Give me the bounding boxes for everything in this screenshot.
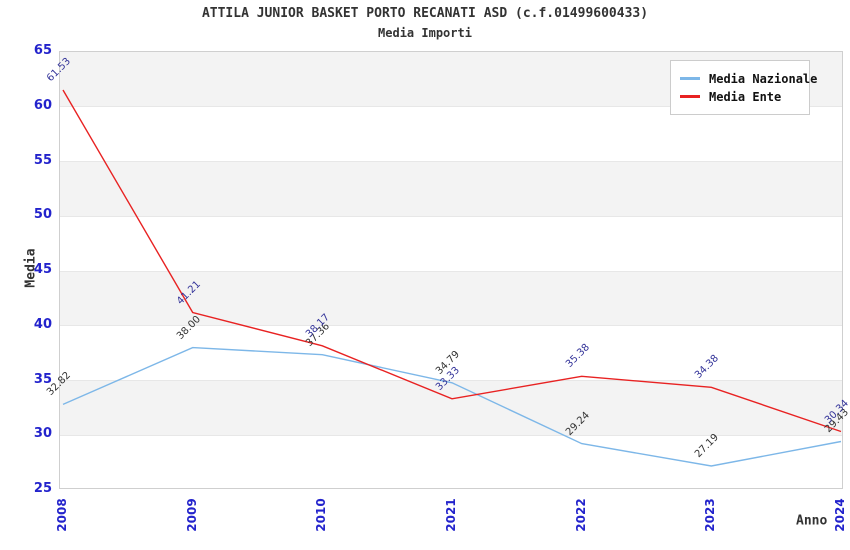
x-tick-label: 2008 <box>55 498 69 532</box>
x-tick-label: 2024 <box>833 498 847 532</box>
y-tick-label: 30 <box>33 426 52 442</box>
chart-subtitle: Media Importi <box>378 26 472 40</box>
media-nazionale-line <box>62 346 842 467</box>
media-ente-line <box>62 89 842 433</box>
x-axis-title: Anno <box>796 513 828 529</box>
y-tick-label: 45 <box>33 262 52 277</box>
nazionale-line-swatch-icon <box>680 77 700 80</box>
ente-line-swatch-icon <box>680 95 700 98</box>
gridline <box>60 380 842 381</box>
gridline <box>60 106 842 107</box>
legend-label: Media Ente <box>709 89 782 104</box>
y-tick-label: 35 <box>33 371 52 387</box>
y-tick-label: 40 <box>33 316 52 332</box>
plot-area: 32.82 38.00 37.36 34.79 29.24 27.19 29.43 61.53… <box>45 51 850 489</box>
gridline <box>60 435 842 436</box>
x-tick-label: 2022 <box>573 498 588 532</box>
y-tick-label: 60 <box>33 97 52 113</box>
x-tick-label: 2010 <box>314 498 329 532</box>
x-tick-label: 2009 <box>184 498 199 532</box>
legend-label: Media Nazionale <box>709 71 818 86</box>
legend-item-media-ente: Media Ente <box>680 89 800 104</box>
y-tick-label: 65 <box>33 43 52 58</box>
gridline <box>60 325 842 326</box>
legend: Media Nazionale Media Ente <box>670 60 817 115</box>
y-tick-label: 25 <box>33 481 52 496</box>
y-tick-label: 50 <box>33 207 52 223</box>
gridline <box>60 271 842 272</box>
legend-item-media-nazionale: Media Nazionale <box>680 71 817 86</box>
x-tick-label: 2021 <box>444 498 458 532</box>
x-tick-label: 2023 <box>703 498 718 532</box>
chart-title: ATTILA JUNIOR BASKET PORTO RECANATI ASD … <box>201 6 649 21</box>
gridline <box>60 161 842 162</box>
line-series-canvas <box>62 89 842 467</box>
plot-background-bands <box>60 52 842 488</box>
y-tick-label: 55 <box>33 152 52 168</box>
gridline <box>60 216 842 217</box>
y-axis-title: Media <box>23 248 39 288</box>
